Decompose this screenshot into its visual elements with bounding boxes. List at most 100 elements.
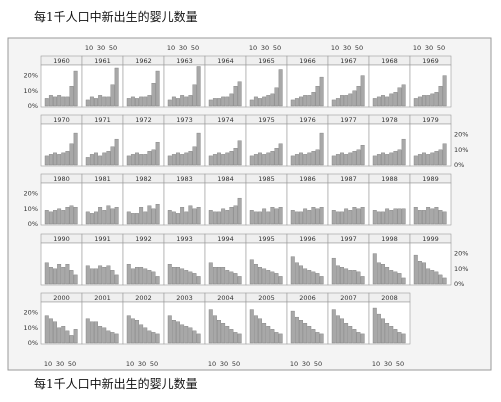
bar [48, 95, 53, 107]
bar [233, 86, 238, 107]
bar [180, 268, 185, 285]
bar [61, 267, 66, 285]
bar [401, 333, 406, 344]
bar [352, 90, 357, 107]
y-tick-label: 20% [454, 250, 468, 258]
bar [319, 333, 324, 344]
x-tick-label: 50 [68, 360, 76, 368]
bar [171, 320, 176, 344]
bar [344, 208, 349, 225]
bar [139, 154, 144, 166]
bar [278, 333, 283, 344]
bar [438, 149, 443, 166]
bar [335, 211, 340, 225]
bar [344, 154, 349, 166]
bar [389, 210, 394, 225]
panel-year-label: 1984 [217, 175, 234, 183]
panel-year-label: 2003 [176, 294, 193, 302]
bar [389, 152, 394, 166]
bar [319, 276, 324, 285]
panel-year-label: 1999 [422, 235, 439, 243]
bar [102, 210, 107, 225]
bar [360, 276, 365, 285]
bar [221, 154, 226, 166]
bar [89, 213, 94, 225]
bar [188, 95, 193, 107]
bar [237, 276, 242, 285]
bar [376, 211, 381, 225]
bar [106, 151, 111, 166]
bar [422, 152, 426, 166]
y-tick-label: 20% [454, 131, 468, 139]
bar [57, 208, 62, 225]
x-tick-label: 50 [191, 44, 199, 52]
bar [130, 318, 135, 344]
bar [397, 273, 402, 285]
bar [413, 155, 418, 166]
x-tick-label: 30 [343, 44, 351, 52]
bar [253, 154, 258, 166]
bar [331, 309, 336, 344]
bar [229, 329, 234, 344]
y-tick-label: 20% [24, 72, 38, 80]
bar [180, 207, 185, 225]
bar [65, 207, 70, 225]
bar [352, 270, 357, 285]
bar [376, 154, 381, 166]
bar [360, 207, 365, 225]
bar [126, 315, 131, 344]
x-tick-label: 30 [261, 44, 269, 52]
bar [274, 148, 279, 166]
bar [176, 267, 180, 285]
bar [417, 261, 422, 285]
bar [61, 210, 66, 225]
bar [53, 321, 57, 344]
bar [171, 211, 176, 225]
bar [344, 95, 349, 107]
bar [233, 205, 238, 225]
bar [130, 154, 135, 166]
bar [143, 268, 148, 285]
bar [307, 152, 312, 166]
bar [426, 154, 431, 166]
panel-year-label: 1980 [53, 175, 70, 183]
bar [48, 267, 53, 285]
y-tick-label: 0% [454, 280, 464, 288]
bar [196, 333, 201, 344]
y-tick-label: 0% [28, 102, 38, 110]
bar [69, 143, 74, 166]
y-tick-label: 20% [24, 190, 38, 198]
bar [331, 257, 336, 285]
bar [381, 318, 385, 344]
bar [212, 267, 217, 285]
bar [262, 208, 267, 225]
bar [299, 320, 303, 344]
bar [335, 315, 340, 344]
bar [294, 98, 299, 107]
panel-year-label: 1992 [135, 235, 152, 243]
panel-year-label: 2008 [381, 294, 398, 302]
y-tick-label: 0% [454, 161, 464, 169]
bar [130, 213, 135, 225]
bar [98, 265, 103, 285]
bar [311, 271, 316, 285]
bar [143, 96, 148, 107]
bar [53, 96, 57, 107]
bar [393, 329, 398, 344]
bar [73, 70, 78, 107]
bar [44, 262, 49, 285]
bar [360, 75, 365, 107]
bar [249, 210, 254, 225]
panel-year-label: 1977 [340, 116, 357, 124]
bar [299, 211, 303, 225]
bar [393, 151, 398, 166]
bar [294, 211, 299, 225]
bar [417, 210, 422, 225]
bar [417, 154, 422, 166]
bar [151, 332, 156, 344]
bar [290, 210, 295, 225]
panel-year-label: 2005 [258, 294, 275, 302]
y-tick-label: 20% [24, 309, 38, 317]
bar [221, 208, 226, 225]
